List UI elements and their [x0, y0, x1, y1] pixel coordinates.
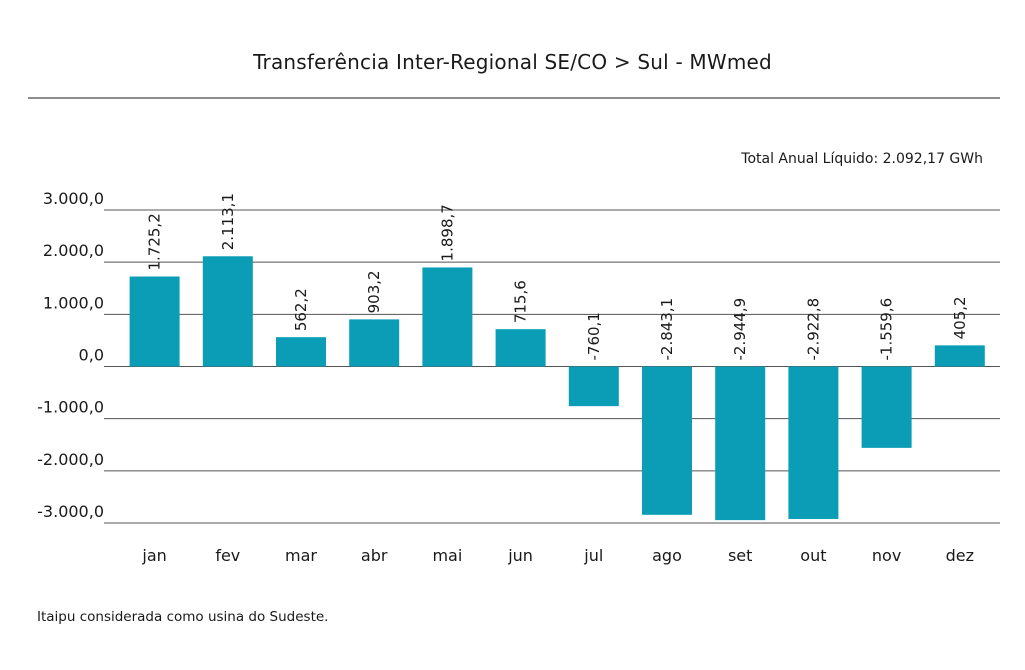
x-tick-label: ago — [652, 546, 682, 565]
data-label: -760,1 — [585, 312, 603, 360]
bars — [129, 256, 985, 521]
data-label: 405,2 — [951, 296, 969, 339]
bar — [861, 366, 912, 448]
y-tick-label: 2.000,0 — [43, 241, 104, 260]
data-labels: 1.725,2 2.113,1 562,2 903,2 1.898,7 715,6 -760… — [146, 193, 969, 360]
data-label: 1.898,7 — [438, 204, 456, 261]
bar — [934, 345, 985, 367]
x-tick-label: nov — [872, 546, 901, 565]
gridlines — [104, 209, 1000, 524]
x-tick-label: dez — [946, 546, 974, 565]
data-label: -2.843,1 — [658, 298, 676, 361]
y-axis-ticks: 3.000,0 2.000,0 1.000,0 0,0 -1.000,0 -2.000,0… — [37, 189, 104, 521]
bar — [715, 366, 766, 521]
y-tick-label: 3.000,0 — [43, 189, 104, 208]
data-label: -2.944,9 — [731, 298, 749, 361]
x-tick-label: out — [800, 546, 826, 565]
bar — [495, 329, 546, 367]
title-divider — [28, 97, 1000, 99]
data-label: -2.922,8 — [804, 298, 822, 361]
bar — [788, 366, 839, 519]
data-label: 2.113,1 — [219, 193, 237, 250]
x-tick-label: mar — [285, 546, 317, 565]
x-tick-label: abr — [361, 546, 388, 565]
data-label: 562,2 — [292, 288, 310, 331]
x-tick-label: mai — [432, 546, 462, 565]
x-tick-label: fev — [215, 546, 240, 565]
chart-title: Transferência Inter-Regional SE/CO > Sul… — [253, 50, 772, 74]
x-tick-label: jun — [507, 546, 533, 565]
bar — [129, 276, 180, 367]
bar — [202, 256, 253, 367]
bar — [422, 267, 473, 367]
footnote: Itaipu considerada como usina do Sudeste… — [37, 609, 329, 625]
y-tick-label: -3.000,0 — [37, 502, 104, 521]
x-tick-label: jan — [141, 546, 166, 565]
x-tick-label: set — [728, 546, 752, 565]
bar — [349, 319, 400, 367]
y-tick-label: -2.000,0 — [37, 450, 104, 469]
data-label: 715,6 — [512, 280, 530, 323]
y-tick-label: 0,0 — [79, 346, 104, 365]
data-label: -1.559,6 — [878, 298, 896, 361]
y-tick-label: 1.000,0 — [43, 293, 104, 312]
x-tick-label: jul — [583, 546, 603, 565]
data-label: 903,2 — [365, 270, 383, 313]
annual-total-note: Total Anual Líquido: 2.092,17 GWh — [741, 151, 983, 167]
x-axis-ticks: jan fev mar abr mai jun jul ago set out nov dez — [141, 546, 974, 565]
bar — [276, 337, 326, 367]
data-label: 1.725,2 — [146, 213, 164, 270]
bar — [568, 366, 619, 407]
y-tick-label: -1.000,0 — [37, 398, 104, 417]
bar — [642, 366, 692, 515]
